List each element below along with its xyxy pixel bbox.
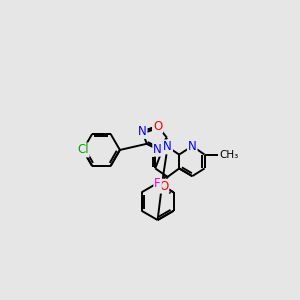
Text: N: N [163,140,172,153]
Text: F: F [154,177,161,190]
Text: Cl: Cl [77,143,89,157]
Text: O: O [159,180,168,193]
Text: CH₃: CH₃ [219,150,238,160]
Text: N: N [153,143,162,156]
Text: N: N [188,140,197,153]
Text: N: N [138,125,147,138]
Text: O: O [153,120,162,133]
